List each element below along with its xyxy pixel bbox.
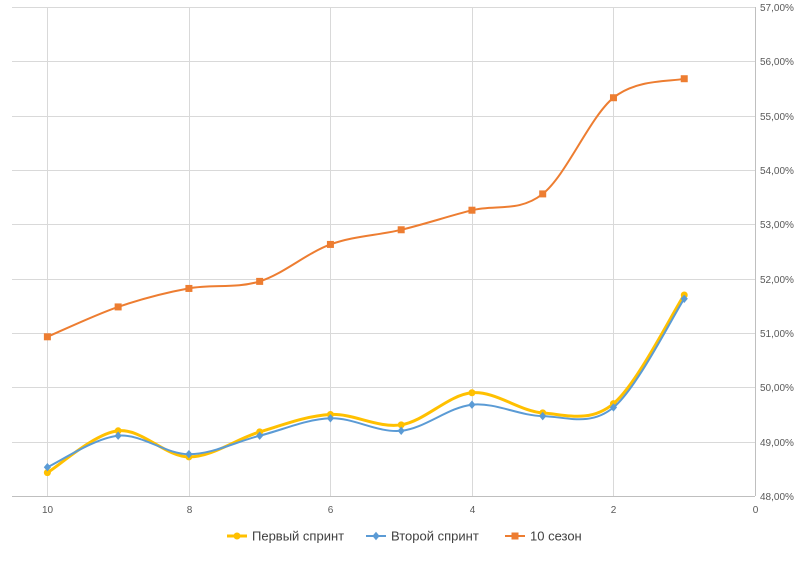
series-1-point bbox=[397, 421, 405, 429]
legend-item-1: Первый спринт bbox=[227, 529, 344, 544]
series-3-point bbox=[114, 303, 122, 311]
y-tick-label: 57,00% bbox=[760, 3, 794, 14]
x-tick-label: 8 bbox=[187, 505, 193, 516]
y-tick-label: 53,00% bbox=[760, 220, 794, 231]
legend: Первый спринт Второй спринт 10 сезон bbox=[227, 529, 582, 544]
legend-item-3-label: 10 сезон bbox=[530, 529, 582, 544]
x-tick-label: 4 bbox=[470, 505, 476, 516]
series-3-point bbox=[680, 75, 688, 83]
axes: 48,00% 49,00% 50,00% 51,00% 52,00% 53,00% 54,0… bbox=[12, 3, 794, 516]
series-3-point bbox=[43, 333, 51, 341]
series-2-point bbox=[326, 414, 335, 423]
y-tick-label: 54,00% bbox=[760, 166, 794, 177]
y-tick-label: 55,00% bbox=[760, 112, 794, 123]
legend-item-2: Второй спринт bbox=[366, 529, 479, 544]
x-tick-label: 10 bbox=[42, 505, 54, 516]
y-tick-label: 56,00% bbox=[760, 57, 794, 68]
series-3-point bbox=[539, 190, 547, 198]
series-3 bbox=[43, 75, 688, 341]
y-tick-label: 52,00% bbox=[760, 275, 794, 286]
series-3-point bbox=[609, 94, 617, 102]
series-2-point bbox=[539, 411, 547, 421]
series-2-point bbox=[43, 463, 51, 472]
series-1-point bbox=[468, 389, 476, 397]
x-tick-label: 6 bbox=[328, 505, 334, 516]
x-tick-label: 0 bbox=[753, 505, 759, 516]
series-3-point bbox=[397, 226, 405, 234]
legend-item-1-swatch-marker bbox=[233, 532, 241, 540]
series-1-point bbox=[114, 427, 122, 435]
series-2-point bbox=[468, 400, 476, 409]
series-1-line bbox=[45, 293, 686, 475]
legend-item-3-swatch-marker bbox=[511, 532, 519, 540]
series-3-point bbox=[326, 240, 334, 248]
legend-item-2-swatch-marker bbox=[372, 531, 380, 541]
series-2-line bbox=[46, 297, 686, 469]
series-3-point bbox=[468, 206, 476, 214]
y-tick-label: 51,00% bbox=[760, 329, 794, 340]
series-3-point bbox=[256, 277, 264, 285]
series-2 bbox=[43, 294, 688, 472]
series-3-point bbox=[185, 284, 193, 292]
y-tick-label: 50,00% bbox=[760, 383, 794, 394]
legend-item-2-label: Второй спринт bbox=[391, 529, 479, 544]
legend-item-3: 10 сезон bbox=[505, 529, 582, 544]
x-tick-label: 2 bbox=[611, 505, 617, 516]
y-tick-label: 48,00% bbox=[760, 492, 794, 503]
series-2-point bbox=[609, 403, 618, 412]
series-2-point bbox=[114, 431, 122, 440]
series-2-point bbox=[185, 449, 193, 459]
series-layer bbox=[43, 75, 688, 477]
legend-item-1-label: Первый спринт bbox=[252, 529, 344, 544]
series-1-point bbox=[43, 469, 51, 477]
series-2-point bbox=[680, 294, 688, 303]
series-2-point bbox=[256, 431, 264, 440]
y-tick-label: 49,00% bbox=[760, 438, 794, 449]
series-3-line bbox=[46, 77, 686, 338]
series-2-point bbox=[397, 426, 405, 435]
